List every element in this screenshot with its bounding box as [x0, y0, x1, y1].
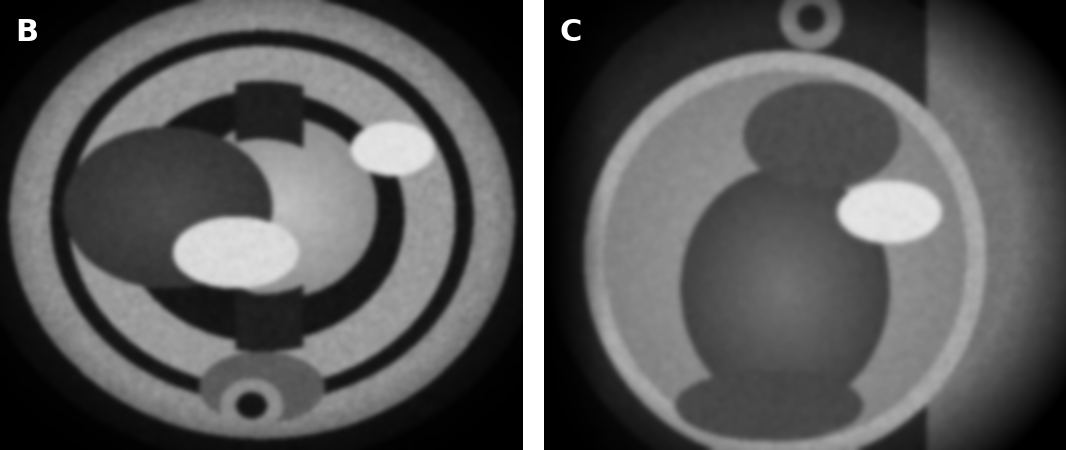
Text: B: B: [16, 18, 38, 47]
Text: C: C: [560, 18, 582, 47]
